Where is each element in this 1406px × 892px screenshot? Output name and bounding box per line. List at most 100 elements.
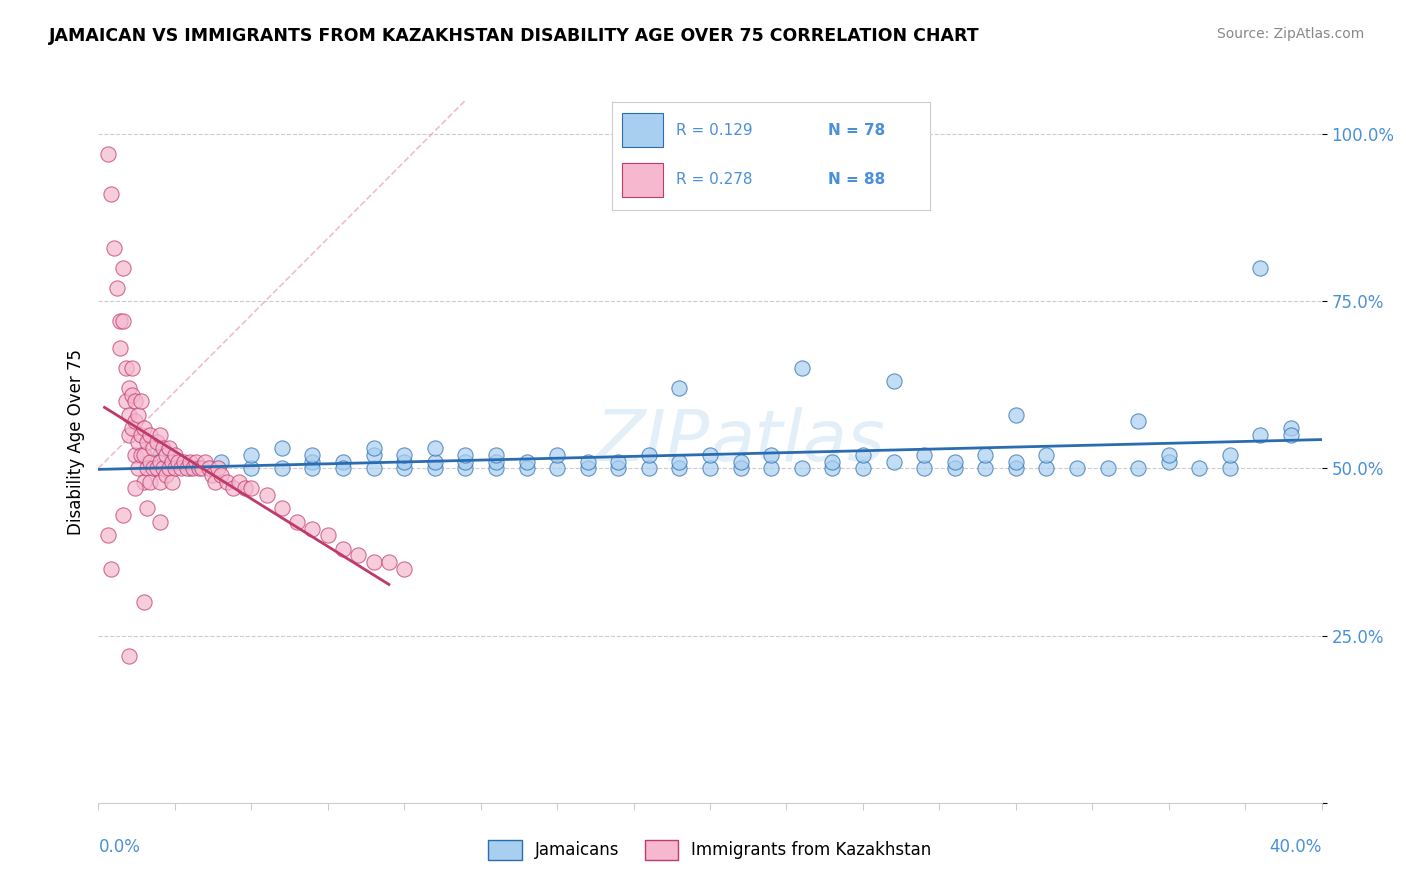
Point <box>270 461 292 475</box>
Point <box>170 461 193 475</box>
Point <box>209 455 232 469</box>
Point <box>485 455 508 469</box>
Point <box>912 461 935 475</box>
Point <box>155 467 177 482</box>
Point <box>149 475 172 489</box>
Point <box>124 448 146 462</box>
Point <box>316 528 339 542</box>
Point <box>200 467 222 482</box>
Point <box>516 455 538 469</box>
Point <box>1249 427 1271 442</box>
Point <box>194 455 217 469</box>
Point <box>157 442 180 455</box>
Point <box>124 394 146 409</box>
Point <box>149 455 172 469</box>
Point <box>97 528 120 542</box>
Point <box>883 375 905 389</box>
Point <box>392 461 416 475</box>
Point <box>173 455 195 469</box>
Point <box>1066 461 1088 475</box>
Point <box>363 461 385 475</box>
Point <box>363 555 385 569</box>
Point <box>821 455 844 469</box>
Point <box>759 448 782 462</box>
Point <box>134 595 156 609</box>
Point <box>179 455 201 469</box>
Point <box>139 475 162 489</box>
Point <box>637 448 661 462</box>
Point <box>546 448 568 462</box>
Point <box>207 461 229 475</box>
Point <box>204 475 226 489</box>
Point <box>270 501 292 516</box>
Point <box>974 461 997 475</box>
Point <box>127 408 149 422</box>
Point <box>233 482 256 496</box>
Point <box>222 482 245 496</box>
Point <box>155 448 177 462</box>
Text: 0.0%: 0.0% <box>98 838 141 855</box>
Point <box>1035 448 1057 462</box>
Point <box>668 461 690 475</box>
Point <box>1097 461 1119 475</box>
Point <box>163 448 186 462</box>
Point <box>423 455 446 469</box>
Point <box>118 381 141 395</box>
Point <box>240 482 263 496</box>
Point <box>240 448 263 462</box>
Point <box>699 461 721 475</box>
Point <box>607 455 630 469</box>
Point <box>115 361 138 376</box>
Point <box>108 314 131 328</box>
Point <box>576 461 599 475</box>
Point <box>186 455 208 469</box>
Point <box>127 461 149 475</box>
Point <box>108 341 131 355</box>
Point <box>115 394 138 409</box>
Point <box>1219 461 1241 475</box>
Point <box>912 448 935 462</box>
Point <box>1157 448 1180 462</box>
Point <box>852 448 875 462</box>
Point <box>1004 461 1026 475</box>
Point <box>1004 408 1026 422</box>
Point <box>256 488 278 502</box>
Point <box>378 555 401 569</box>
Point <box>145 434 167 449</box>
Point <box>134 475 156 489</box>
Point <box>105 281 128 295</box>
Point <box>127 434 149 449</box>
Point <box>1035 461 1057 475</box>
Point <box>160 475 183 489</box>
Point <box>730 461 752 475</box>
Point <box>516 461 538 475</box>
Point <box>546 461 568 475</box>
Point <box>1219 448 1241 462</box>
Point <box>668 381 690 395</box>
Point <box>363 442 385 455</box>
Point <box>188 461 211 475</box>
Point <box>240 461 263 475</box>
Point <box>852 461 875 475</box>
Point <box>576 455 599 469</box>
Point <box>181 461 204 475</box>
Point <box>301 461 323 475</box>
Text: JAMAICAN VS IMMIGRANTS FROM KAZAKHSTAN DISABILITY AGE OVER 75 CORRELATION CHART: JAMAICAN VS IMMIGRANTS FROM KAZAKHSTAN D… <box>49 27 980 45</box>
Point <box>149 515 172 529</box>
Point <box>134 421 156 435</box>
Point <box>637 461 661 475</box>
Point <box>157 461 180 475</box>
Point <box>1128 461 1150 475</box>
Point <box>103 241 125 255</box>
Point <box>139 427 162 442</box>
Point <box>423 461 446 475</box>
Point <box>129 448 152 462</box>
Point <box>111 508 134 523</box>
Point <box>730 455 752 469</box>
Point <box>1188 461 1211 475</box>
Text: ZIP: ZIP <box>596 407 710 476</box>
Point <box>209 467 232 482</box>
Point <box>167 455 190 469</box>
Point <box>821 461 844 475</box>
Point <box>301 521 323 535</box>
